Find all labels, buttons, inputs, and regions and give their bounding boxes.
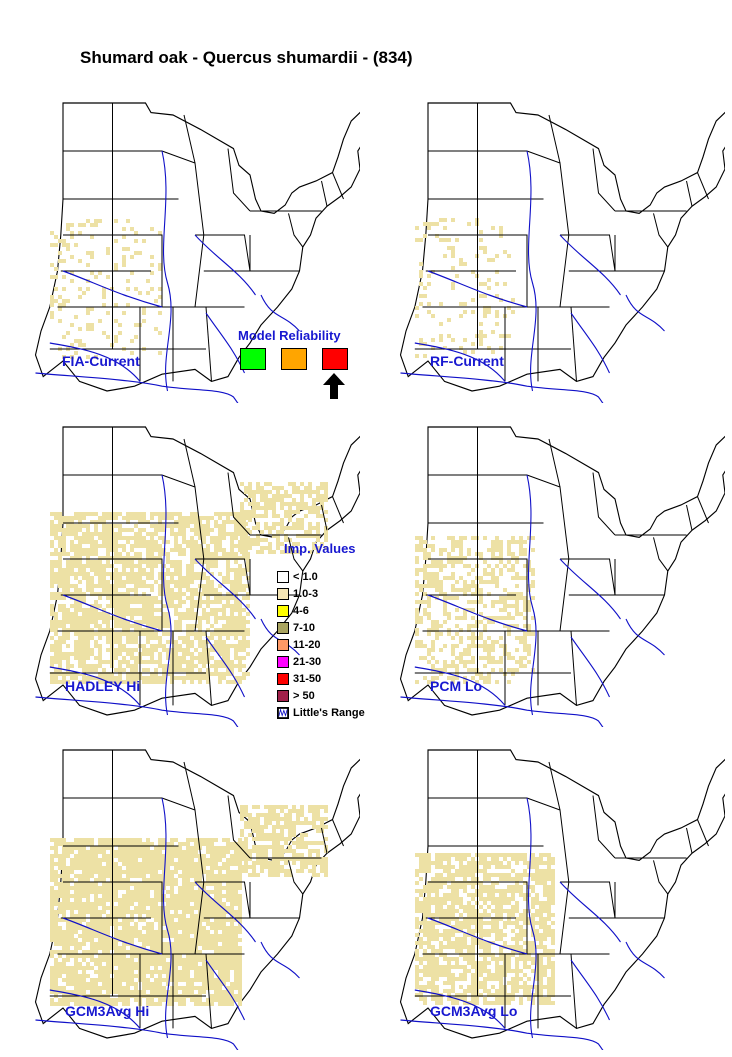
legend-label: 4-6: [293, 604, 309, 617]
map-label-gcm3avg-hi: GCM3Avg Hi: [65, 1003, 150, 1019]
map-label-hadley-hi: HADLEY Hi: [65, 678, 141, 694]
page-title: Shumard oak - Quercus shumardii - (834): [80, 48, 413, 67]
importance-cells: [415, 853, 555, 1005]
importance-cells: [50, 219, 162, 359]
legend-label: < 1.0: [293, 570, 318, 583]
legend-item: 31-50: [277, 670, 365, 687]
land-outline: [34, 102, 360, 392]
map-label-fia-current: FIA-Current: [62, 353, 140, 369]
littles-range: [35, 474, 300, 727]
map-fia-current: [10, 98, 360, 403]
map-svg: [34, 426, 360, 727]
legend-label: 21-30: [293, 655, 322, 668]
legend-label: 7-10: [293, 621, 316, 634]
littles-range: [400, 150, 665, 403]
map-svg: [399, 749, 725, 1050]
legend-swatch: [277, 672, 289, 685]
legend-item-range: Little's Range: [277, 704, 365, 721]
reliability-medium-box: [281, 348, 307, 370]
selected-reliability-arrow-icon: [322, 372, 346, 405]
legend-swatch: [277, 621, 289, 634]
littles-range: [35, 797, 300, 1050]
importance-values-title: Imp. Values: [284, 541, 356, 556]
map-label-pcm-lo: PCM Lo: [430, 678, 483, 694]
legend-item: 7-10: [277, 619, 365, 636]
legend-label: 31-50: [293, 672, 322, 685]
map-label-gcm3avg-lo: GCM3Avg Lo: [430, 1003, 518, 1019]
legend-swatch: [277, 604, 289, 617]
model-reliability-title: Model Reliability: [238, 328, 341, 343]
state-boundaries: [414, 103, 709, 382]
map-hadley-hi: [10, 422, 360, 727]
legend-item: 4-6: [277, 602, 365, 619]
littles-range-icon: [277, 706, 289, 719]
legend-item: > 50: [277, 687, 365, 704]
map-gcm3avg-hi: [10, 745, 360, 1050]
legend-item: 11-20: [277, 636, 365, 653]
state-boundaries: [49, 103, 344, 382]
map-label-rf-current: RF-Current: [430, 353, 504, 369]
reliability-low-box: [322, 348, 348, 370]
legend-swatch: [277, 638, 289, 651]
importance-cells: [50, 805, 328, 1006]
legend-label: 11-20: [293, 638, 321, 651]
state-boundaries: [414, 750, 709, 1029]
state-boundaries: [414, 427, 709, 706]
state-boundaries: [49, 750, 344, 1029]
importance-legend: < 1.0 1.0-3 4-6 7-10 11-20 21-30 31-50 >…: [277, 568, 365, 721]
legend-label: > 50: [293, 689, 315, 702]
legend-swatch: [277, 587, 289, 600]
legend-swatch: [277, 570, 289, 583]
importance-cells: [415, 218, 515, 358]
reliability-high-box: [240, 348, 266, 370]
map-gcm3avg-lo: [375, 745, 725, 1050]
map-pcm-lo: [375, 422, 725, 727]
littles-range: [400, 797, 665, 1050]
legend-label: 1.0-3: [293, 587, 319, 600]
state-boundaries: [49, 427, 344, 706]
littles-range: [400, 474, 665, 727]
legend-swatch: [277, 655, 289, 668]
map-svg: [34, 102, 360, 403]
land-outline: [399, 426, 725, 716]
map-svg: [399, 426, 725, 727]
map-svg: [399, 102, 725, 403]
littles-range-label: Little's Range: [293, 706, 365, 719]
legend-swatch: [277, 689, 289, 702]
legend-item: 21-30: [277, 653, 365, 670]
legend-item: 1.0-3: [277, 585, 365, 602]
map-rf-current: [375, 98, 725, 403]
map-svg: [34, 749, 360, 1050]
legend-item: < 1.0: [277, 568, 365, 585]
